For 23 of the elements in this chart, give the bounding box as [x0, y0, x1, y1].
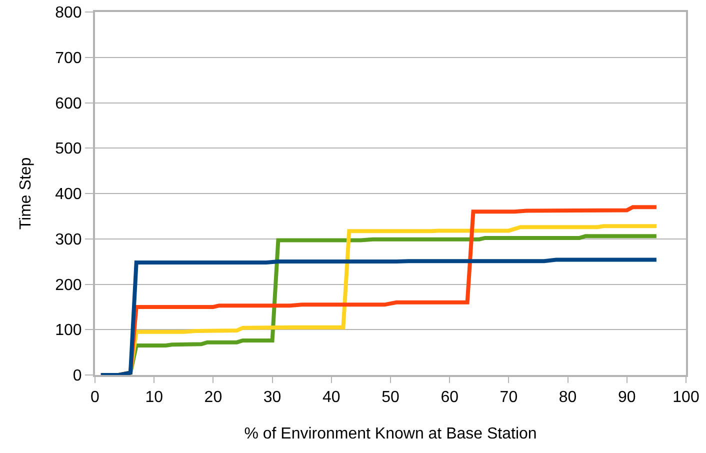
- y-tick-label: 0: [72, 368, 82, 385]
- x-tick-label: 70: [500, 389, 518, 406]
- y-tick-label: 800: [55, 4, 82, 22]
- x-axis-title: % of Environment Known at Base Station: [244, 425, 537, 442]
- y-tick-label: 300: [55, 231, 82, 248]
- x-tick-label: 80: [558, 389, 577, 406]
- y-tick-label: 600: [55, 95, 82, 112]
- x-tick-label: 40: [322, 389, 340, 406]
- x-tick-label: 10: [145, 389, 164, 406]
- x-tick-label: 50: [382, 389, 400, 406]
- x-tick-label: 20: [204, 389, 222, 406]
- x-tick-label: 30: [263, 389, 282, 406]
- x-tick-label: 90: [618, 389, 636, 406]
- y-tick-label: 200: [55, 276, 82, 294]
- x-tick-label: 60: [440, 389, 459, 406]
- y-tick-label: 500: [55, 140, 82, 158]
- x-tick-label: 0: [90, 389, 100, 406]
- y-tick-label: 700: [55, 50, 82, 67]
- x-tick-label: 100: [672, 389, 700, 406]
- y-axis-title: Time Step: [17, 157, 34, 230]
- y-tick-label: 100: [55, 322, 82, 340]
- line-series: [98, 258, 658, 375]
- y-tick-label: 400: [55, 186, 82, 204]
